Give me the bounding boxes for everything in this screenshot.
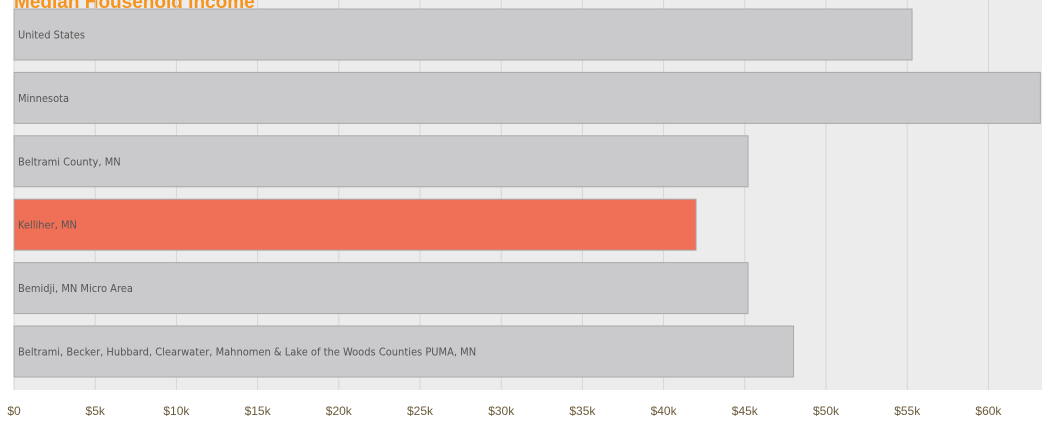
x-tick-label: $50k <box>813 404 840 418</box>
x-tick-label: $40k <box>651 404 678 418</box>
bar-label: Kelliher, MN <box>18 219 77 232</box>
x-tick-label: $25k <box>407 404 434 418</box>
bar-label: Beltrami County, MN <box>18 155 121 168</box>
bar <box>13 198 697 251</box>
bar <box>13 325 795 378</box>
bar <box>13 71 1041 124</box>
x-tick-label: $10k <box>163 404 190 418</box>
plot-background <box>14 0 1042 390</box>
bar-label: United States <box>18 29 85 42</box>
bar-label: Bemidji, MN Micro Area <box>18 282 133 295</box>
x-tick-label: $60k <box>975 404 1002 418</box>
x-tick-label: $55k <box>894 404 921 418</box>
bar <box>13 8 913 61</box>
bar-label: Beltrami, Becker, Hubbard, Clearwater, M… <box>18 346 476 359</box>
bar-label: Minnesota <box>18 92 69 105</box>
bar <box>13 262 749 315</box>
bar <box>13 135 749 188</box>
x-tick-label: $30k <box>488 404 515 418</box>
x-tick-label: $45k <box>732 404 759 418</box>
x-tick-label: $0 <box>7 404 21 418</box>
x-tick-label: $5k <box>86 404 106 418</box>
x-tick-label: $15k <box>245 404 272 418</box>
x-tick-label: $20k <box>326 404 353 418</box>
x-tick-label: $35k <box>569 404 596 418</box>
